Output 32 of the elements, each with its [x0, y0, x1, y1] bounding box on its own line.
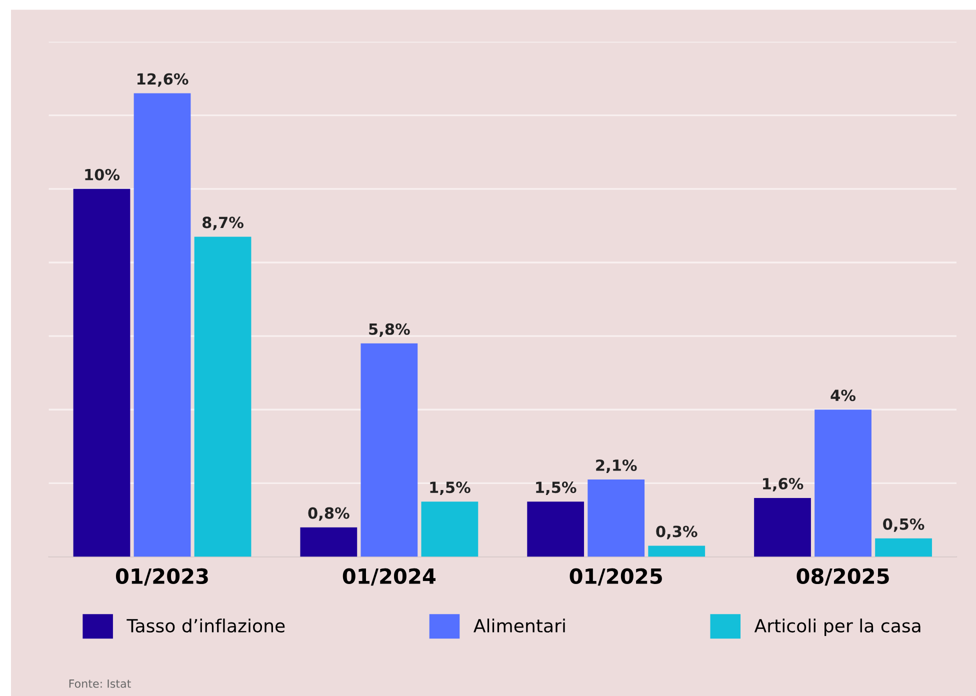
- bar: [875, 538, 932, 557]
- data-label: 1,5%: [430, 482, 470, 496]
- x-tick-label: 01/2025: [570, 568, 662, 586]
- source-note: Fonte: Istat: [69, 680, 131, 688]
- bar: [421, 502, 478, 557]
- bar: [134, 93, 191, 557]
- bar: [588, 480, 645, 557]
- data-label: 1,6%: [763, 478, 804, 492]
- data-label: 12,6%: [137, 73, 188, 87]
- legend-label: Alimentari: [474, 618, 565, 633]
- data-label: 2,1%: [596, 459, 637, 473]
- x-tick-label: 01/2024: [342, 568, 436, 586]
- data-label: 10%: [85, 168, 120, 180]
- data-label: 0,8%: [308, 507, 350, 521]
- x-tick-label: 08/2025: [796, 568, 889, 586]
- data-label: 0,5%: [883, 518, 924, 532]
- bar: [814, 410, 872, 557]
- data-label: 1,5%: [536, 482, 576, 496]
- x-tick-label: 01/2023: [116, 568, 208, 586]
- data-label: 4%: [830, 390, 856, 402]
- bar: [194, 236, 252, 557]
- bar: [73, 188, 130, 557]
- legend-label: Tasso d’inflazione: [126, 618, 285, 633]
- legend-label: Articoli per la casa: [754, 618, 920, 636]
- bar: [754, 498, 811, 557]
- bar: [648, 546, 706, 557]
- data-label: 8,7%: [202, 216, 244, 230]
- data-label: 0,3%: [656, 526, 698, 540]
- data-label: 5,8%: [369, 323, 410, 337]
- bar: [300, 527, 358, 557]
- bar: [360, 343, 418, 557]
- bar: [527, 502, 584, 557]
